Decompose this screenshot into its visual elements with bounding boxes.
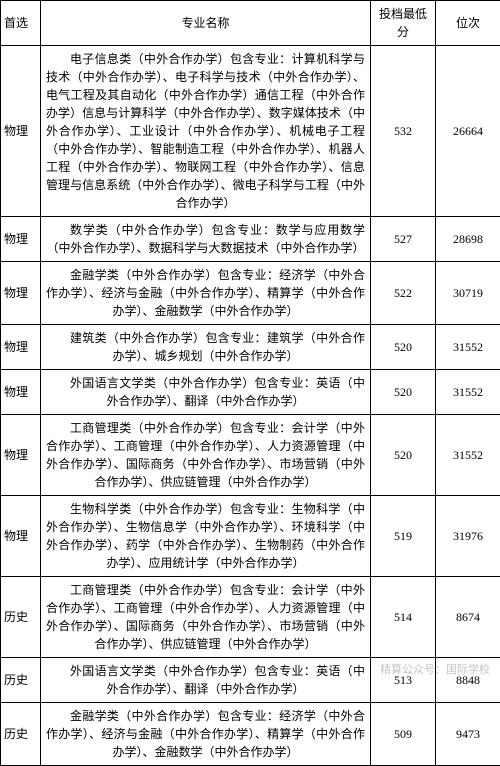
cell-rank: 9473 <box>436 703 500 766</box>
cell-rank: 26664 <box>436 46 500 217</box>
cell-score: 519 <box>371 496 436 577</box>
cell-score: 509 <box>371 703 436 766</box>
table-row: 物理工商管理类（中外合作办学）包含专业：会计学（中外合作办学）、工商管理（中外合… <box>1 415 500 496</box>
table-body: 物理电子信息类（中外合作办学）包含专业：计算机科学与技术（中外合作办学）、电子科… <box>1 46 500 766</box>
cell-subject: 物理 <box>1 496 41 577</box>
cell-subject: 物理 <box>1 46 41 217</box>
cell-subject: 物理 <box>1 262 41 325</box>
cell-subject: 物理 <box>1 217 41 262</box>
cell-major: 外国语言文学类（中外合作办学）包含专业：英语（中外合作办学）、翻译（中外合作办学… <box>41 658 371 703</box>
cell-score: 532 <box>371 46 436 217</box>
table-row: 历史工商管理类（中外合作办学）包含专业：会计学（中外合作办学）、工商管理（中外合… <box>1 577 500 658</box>
admission-table: 首选 专业名称 投档最低分 位次 物理电子信息类（中外合作办学）包含专业：计算机… <box>0 0 500 766</box>
cell-major: 金融学类（中外合作办学）包含专业：经济学（中外合作办学）、经济与金融（中外合作办… <box>41 262 371 325</box>
cell-rank: 31552 <box>436 325 500 370</box>
cell-score: 514 <box>371 577 436 658</box>
cell-subject: 历史 <box>1 703 41 766</box>
watermark: 精算公众号：国际学校 <box>380 661 490 677</box>
header-major: 专业名称 <box>41 1 371 46</box>
cell-rank: 30719 <box>436 262 500 325</box>
cell-subject: 物理 <box>1 415 41 496</box>
cell-score: 520 <box>371 325 436 370</box>
table-row: 物理生物科学类（中外合作办学）包含专业：生物科学（中外合作办学）、生物信息学（中… <box>1 496 500 577</box>
header-subject: 首选 <box>1 1 41 46</box>
cell-major: 生物科学类（中外合作办学）包含专业：生物科学（中外合作办学）、生物信息学（中外合… <box>41 496 371 577</box>
cell-score: 520 <box>371 415 436 496</box>
table-row: 物理外国语言文学类（中外合作办学）包含专业：英语（中外合作办学）、翻译（中外合作… <box>1 370 500 415</box>
cell-major: 工商管理类（中外合作办学）包含专业：会计学（中外合作办学）、工商管理（中外合作办… <box>41 415 371 496</box>
cell-rank: 8674 <box>436 577 500 658</box>
cell-subject: 物理 <box>1 370 41 415</box>
cell-major: 电子信息类（中外合作办学）包含专业：计算机科学与技术（中外合作办学）、电子科学与… <box>41 46 371 217</box>
cell-subject: 历史 <box>1 577 41 658</box>
header-rank: 位次 <box>436 1 500 46</box>
cell-score: 522 <box>371 262 436 325</box>
cell-major: 建筑类（中外合作办学）包含专业：建筑学（中外合作办学）、城乡规划（中外合作办学） <box>41 325 371 370</box>
cell-major: 工商管理类（中外合作办学）包含专业：会计学（中外合作办学）、工商管理（中外合作办… <box>41 577 371 658</box>
cell-subject: 物理 <box>1 325 41 370</box>
table-row: 物理电子信息类（中外合作办学）包含专业：计算机科学与技术（中外合作办学）、电子科… <box>1 46 500 217</box>
cell-rank: 31552 <box>436 370 500 415</box>
table-row: 物理金融学类（中外合作办学）包含专业：经济学（中外合作办学）、经济与金融（中外合… <box>1 262 500 325</box>
cell-score: 520 <box>371 370 436 415</box>
header-row: 首选 专业名称 投档最低分 位次 <box>1 1 500 46</box>
table-row: 物理建筑类（中外合作办学）包含专业：建筑学（中外合作办学）、城乡规划（中外合作办… <box>1 325 500 370</box>
cell-subject: 历史 <box>1 658 41 703</box>
table-row: 历史金融学类（中外合作办学）包含专业：经济学（中外合作办学）、经济与金融（中外合… <box>1 703 500 766</box>
cell-rank: 31552 <box>436 415 500 496</box>
cell-rank: 28698 <box>436 217 500 262</box>
cell-major: 数学类（中外合作办学）包含专业：数学与应用数学（中外合作办学）、数据科学与大数据… <box>41 217 371 262</box>
cell-score: 527 <box>371 217 436 262</box>
cell-major: 金融学类（中外合作办学）包含专业：经济学（中外合作办学）、经济与金融（中外合作办… <box>41 703 371 766</box>
cell-major: 外国语言文学类（中外合作办学）包含专业：英语（中外合作办学）、翻译（中外合作办学… <box>41 370 371 415</box>
cell-rank: 31976 <box>436 496 500 577</box>
table-row: 物理数学类（中外合作办学）包含专业：数学与应用数学（中外合作办学）、数据科学与大… <box>1 217 500 262</box>
header-score: 投档最低分 <box>371 1 436 46</box>
